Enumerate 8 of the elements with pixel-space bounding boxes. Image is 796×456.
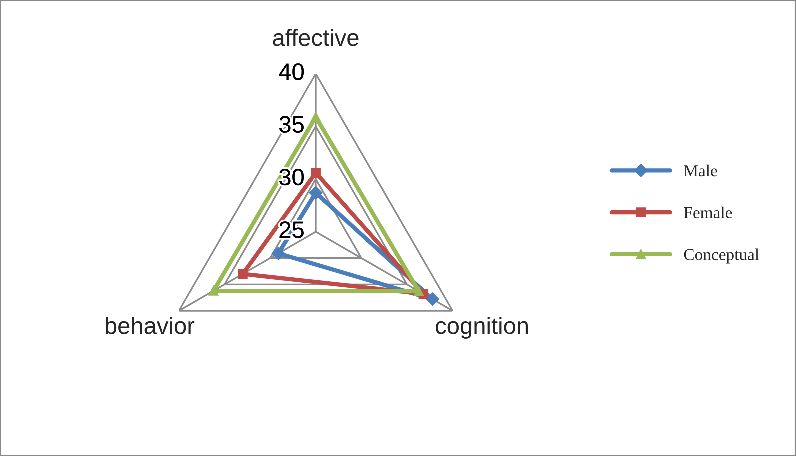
legend-label: Female bbox=[684, 206, 732, 219]
y-tick-label: 35 bbox=[280, 116, 304, 134]
legend-label: Conceptual bbox=[684, 248, 760, 264]
spoke-label: cognition bbox=[436, 317, 528, 340]
spoke-label: behavior bbox=[106, 317, 195, 334]
spoke-label: affective bbox=[273, 28, 359, 46]
legend-label: Male bbox=[684, 164, 718, 177]
y-tick-label: 40 bbox=[279, 64, 304, 80]
